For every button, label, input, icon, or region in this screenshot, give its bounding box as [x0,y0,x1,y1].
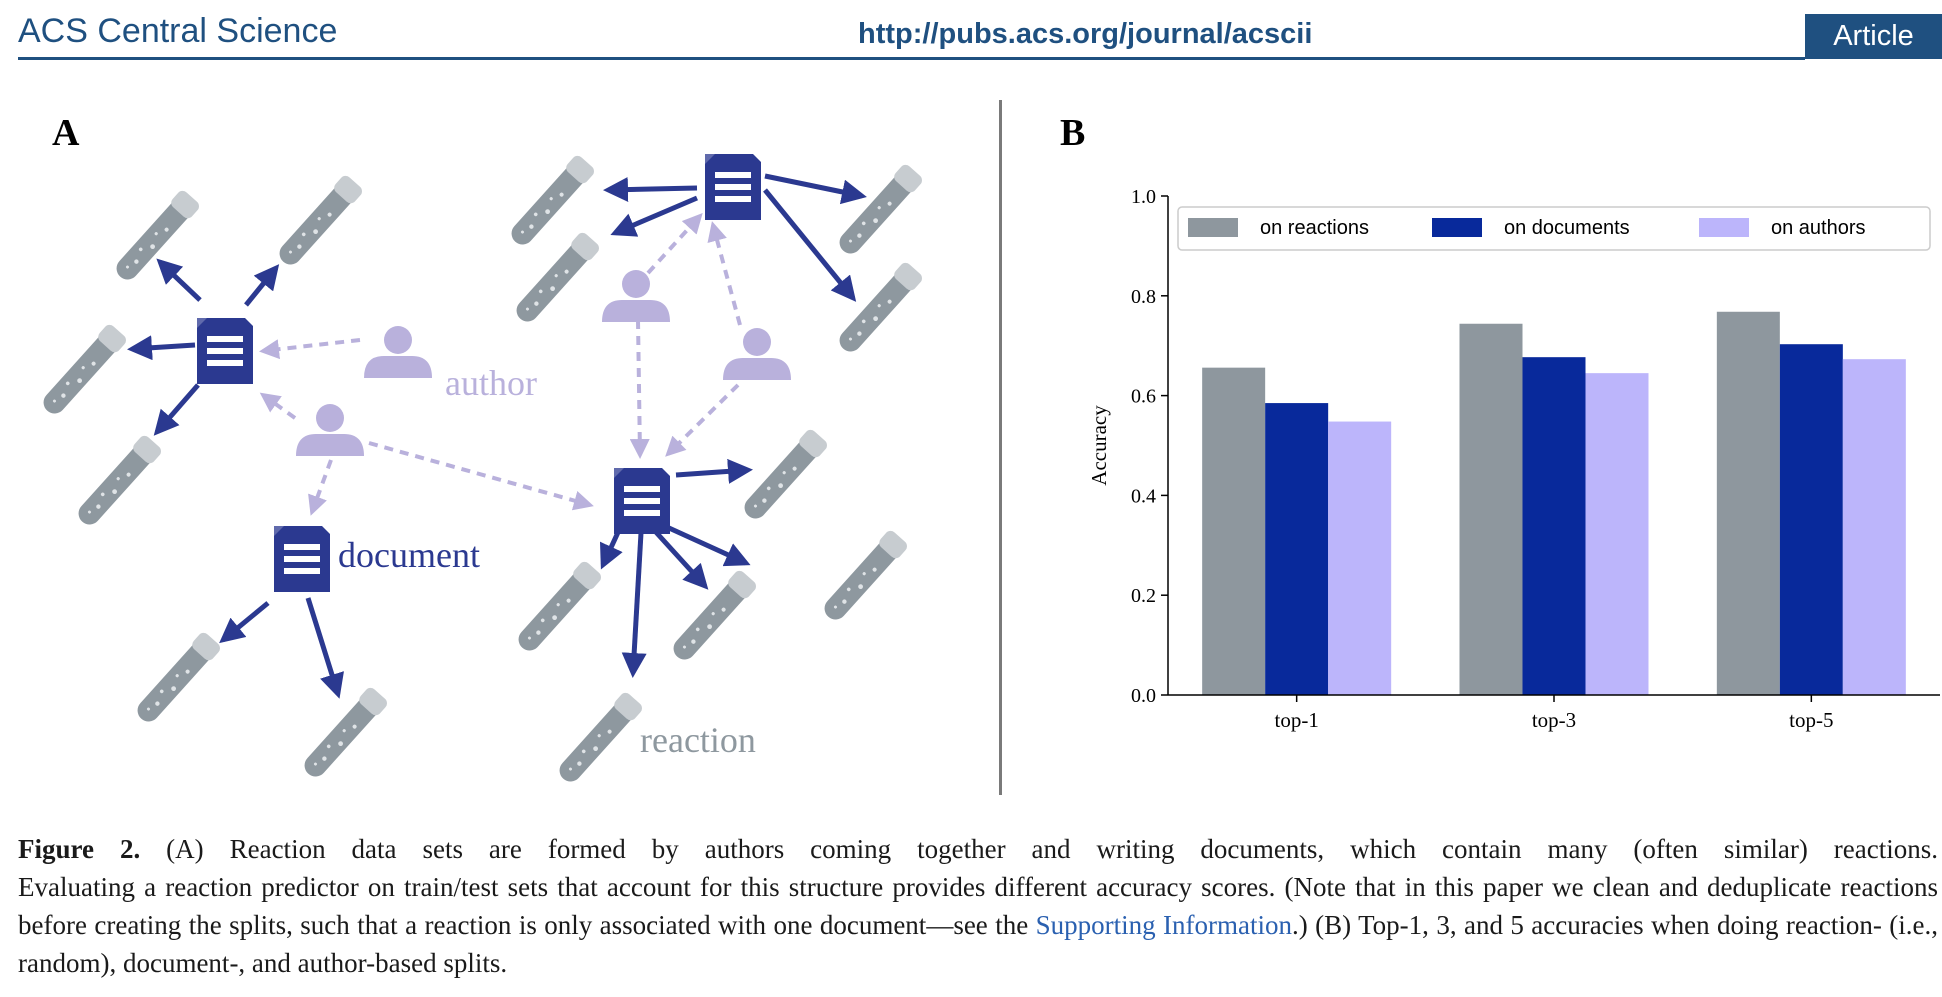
panel-a-diagram: A [37,112,925,788]
y-tick-label: 1.0 [1131,186,1156,208]
x-tick-label: top-1 [1275,708,1319,732]
x-tick-label: top-3 [1532,708,1576,732]
legend-swatch [1699,218,1749,237]
journal-url[interactable]: http://pubs.acs.org/journal/acscii [858,18,1313,50]
legend-label: on authors [1771,217,1866,239]
y-tick-label: 0.0 [1131,685,1156,707]
legend-swatch [1432,218,1482,237]
reaction-tube [37,322,129,420]
reaction-label: reaction [640,720,756,760]
reaction-tube [818,528,910,626]
reaction-tube [833,162,925,260]
reaction-tube [667,568,759,666]
journal-name: ACS Central Science [18,12,338,50]
bar-on-reactions-top-5 [1716,311,1780,695]
author-document-arrows [259,213,742,516]
panel-a-label: A [52,112,80,154]
panel-b-chart: B 0.0 0.2 0.4 0.6 0.8 1.0 top-1 top-3 top-5 Accur… [1060,112,1940,732]
article-badge: Article [1805,14,1942,59]
author-icon [723,328,791,380]
y-axis-label: Accuracy [1087,405,1111,486]
author-label: author [445,363,537,403]
reaction-tube [553,690,645,788]
document-icon [614,468,670,534]
y-tick-label: 0.8 [1131,286,1156,308]
supporting-information-link[interactable]: Supporting Information [1035,910,1292,940]
bar-on-reactions-top-3 [1459,323,1523,695]
author-icon [602,270,670,322]
x-tick-label: top-5 [1789,708,1833,732]
document-reaction-arrows [127,173,867,699]
bar-on-documents-top-5 [1779,344,1843,695]
panel-b-label: B [1060,112,1085,154]
document-icon [274,526,330,592]
bar-on-reactions-top-1 [1202,367,1266,695]
figure-label: Figure 2. [18,834,141,864]
panel-divider [999,100,1002,795]
document-label: document [338,535,480,575]
legend-swatch [1188,218,1238,237]
legend-label: on documents [1504,217,1630,239]
author-icon [296,404,364,456]
reaction-tube [510,230,602,328]
author-icon [364,326,432,378]
bar-on-documents-top-1 [1265,403,1329,695]
bar-on-authors-top-1 [1328,421,1392,695]
bar-on-authors-top-5 [1842,359,1906,695]
document-icon [197,318,253,384]
reaction-tube [738,427,830,525]
bar-on-documents-top-3 [1522,357,1586,695]
caption-part2: Evaluating a reaction predictor on train… [18,872,1938,940]
y-tick-label: 0.2 [1131,585,1156,607]
reaction-tube [72,433,164,531]
caption-part1: (A) Reaction data sets are formed by aut… [140,834,1938,864]
reaction-tube [273,173,365,271]
caption-part3: .) (B) Top-1, 3, and 5 accuracies when d… [18,910,1938,978]
figure-caption: Figure 2. (A) Reaction data sets are for… [18,830,1938,982]
reaction-tube [131,630,223,728]
header-rule [18,57,1805,60]
reaction-tube [110,188,202,286]
legend-label: on reactions [1260,217,1369,239]
y-tick-label: 0.4 [1131,485,1156,507]
reaction-tube [512,559,604,657]
bar-on-authors-top-3 [1585,373,1649,695]
y-tick-label: 0.6 [1131,386,1156,408]
reaction-tube [833,260,925,358]
document-icon [705,154,761,220]
chart-legend [1177,206,1931,251]
reaction-tube [298,685,390,783]
